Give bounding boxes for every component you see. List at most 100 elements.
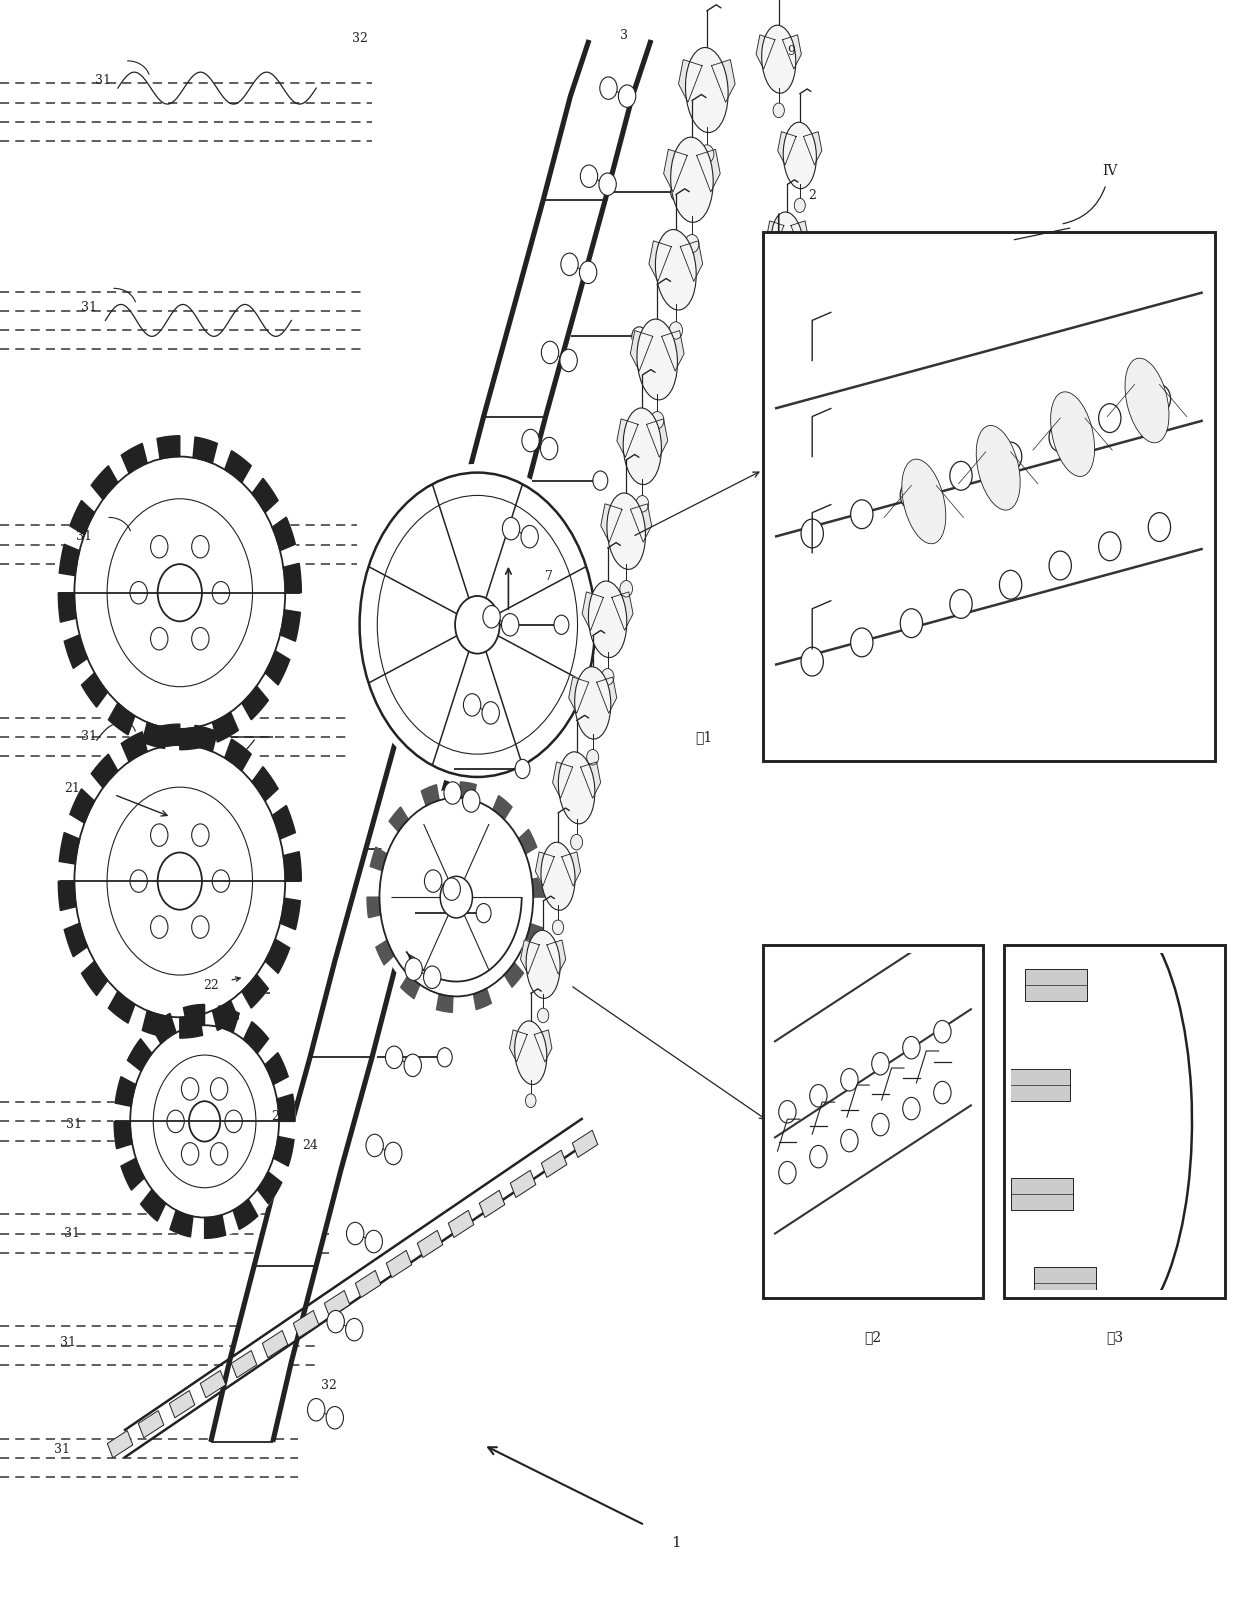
Circle shape — [365, 1230, 382, 1253]
Text: 图2: 图2 — [864, 1331, 882, 1344]
Ellipse shape — [1125, 359, 1169, 442]
Polygon shape — [82, 673, 108, 706]
Bar — [1008, 1069, 1070, 1101]
Polygon shape — [681, 240, 703, 282]
Circle shape — [699, 144, 714, 163]
Polygon shape — [58, 593, 77, 622]
Polygon shape — [766, 221, 784, 253]
Polygon shape — [460, 782, 476, 801]
Bar — [1034, 1267, 1096, 1299]
Circle shape — [999, 570, 1022, 599]
Polygon shape — [277, 1094, 295, 1121]
Circle shape — [900, 609, 923, 638]
Circle shape — [593, 471, 608, 490]
Polygon shape — [265, 1053, 288, 1085]
Polygon shape — [526, 923, 542, 947]
Circle shape — [502, 517, 520, 540]
Polygon shape — [553, 763, 573, 798]
Polygon shape — [712, 59, 735, 103]
Polygon shape — [265, 650, 290, 686]
Polygon shape — [140, 1189, 166, 1221]
Circle shape — [872, 1053, 889, 1075]
Circle shape — [601, 668, 614, 686]
Circle shape — [587, 750, 599, 766]
Polygon shape — [224, 739, 252, 771]
PathPatch shape — [1011, 953, 1219, 1290]
Bar — [1024, 969, 1086, 1001]
Circle shape — [130, 582, 148, 604]
Circle shape — [779, 1101, 796, 1123]
Bar — [1011, 1177, 1073, 1210]
Circle shape — [157, 852, 202, 910]
Text: 2: 2 — [808, 189, 816, 202]
Ellipse shape — [901, 460, 946, 543]
Circle shape — [130, 870, 148, 892]
Text: 图3: 图3 — [1106, 1331, 1123, 1344]
Text: 32: 32 — [352, 32, 367, 45]
Polygon shape — [663, 149, 687, 192]
Bar — [418, 1230, 443, 1258]
Polygon shape — [242, 974, 268, 1008]
Circle shape — [212, 870, 229, 892]
Polygon shape — [224, 450, 252, 482]
Polygon shape — [505, 963, 523, 987]
Circle shape — [670, 322, 682, 340]
Ellipse shape — [976, 426, 1021, 509]
Text: 31: 31 — [55, 1443, 69, 1456]
Bar — [763, 232, 1215, 761]
Polygon shape — [600, 503, 622, 541]
Text: 23: 23 — [272, 1110, 286, 1123]
Circle shape — [1099, 532, 1121, 561]
Ellipse shape — [526, 931, 560, 998]
Ellipse shape — [686, 48, 728, 133]
Bar — [1004, 945, 1225, 1298]
Polygon shape — [510, 1030, 527, 1062]
Circle shape — [903, 1097, 920, 1120]
Circle shape — [353, 465, 601, 785]
Circle shape — [651, 412, 663, 429]
Circle shape — [636, 495, 649, 513]
Circle shape — [476, 904, 491, 923]
Polygon shape — [193, 437, 217, 463]
Circle shape — [211, 1078, 228, 1101]
Polygon shape — [272, 806, 295, 839]
Polygon shape — [115, 1077, 136, 1107]
Polygon shape — [257, 1171, 281, 1205]
Circle shape — [526, 1094, 536, 1107]
Polygon shape — [376, 940, 394, 964]
Circle shape — [464, 694, 481, 716]
Circle shape — [560, 253, 578, 276]
Polygon shape — [532, 876, 546, 897]
Circle shape — [810, 1085, 827, 1107]
Circle shape — [326, 1407, 343, 1429]
Ellipse shape — [541, 843, 575, 910]
Circle shape — [934, 1081, 951, 1104]
Circle shape — [444, 782, 461, 804]
Text: 31: 31 — [61, 1336, 76, 1349]
Circle shape — [150, 628, 167, 650]
Polygon shape — [143, 1011, 166, 1036]
Circle shape — [438, 1048, 453, 1067]
Polygon shape — [280, 899, 300, 929]
Circle shape — [384, 1142, 402, 1165]
Polygon shape — [678, 59, 702, 103]
Text: IV: IV — [1102, 165, 1117, 178]
Polygon shape — [122, 1158, 144, 1190]
Polygon shape — [82, 961, 108, 995]
Bar — [108, 1431, 133, 1458]
Circle shape — [463, 790, 480, 812]
Circle shape — [684, 234, 699, 253]
Circle shape — [212, 582, 229, 604]
Circle shape — [181, 1142, 198, 1165]
Circle shape — [950, 590, 972, 618]
Polygon shape — [777, 131, 796, 165]
Polygon shape — [518, 830, 537, 854]
Bar — [387, 1251, 412, 1278]
Circle shape — [671, 183, 686, 202]
Text: 7: 7 — [546, 570, 553, 583]
Circle shape — [841, 1129, 858, 1152]
Circle shape — [560, 349, 578, 372]
Ellipse shape — [771, 211, 804, 276]
Circle shape — [482, 702, 500, 724]
Polygon shape — [569, 678, 589, 713]
